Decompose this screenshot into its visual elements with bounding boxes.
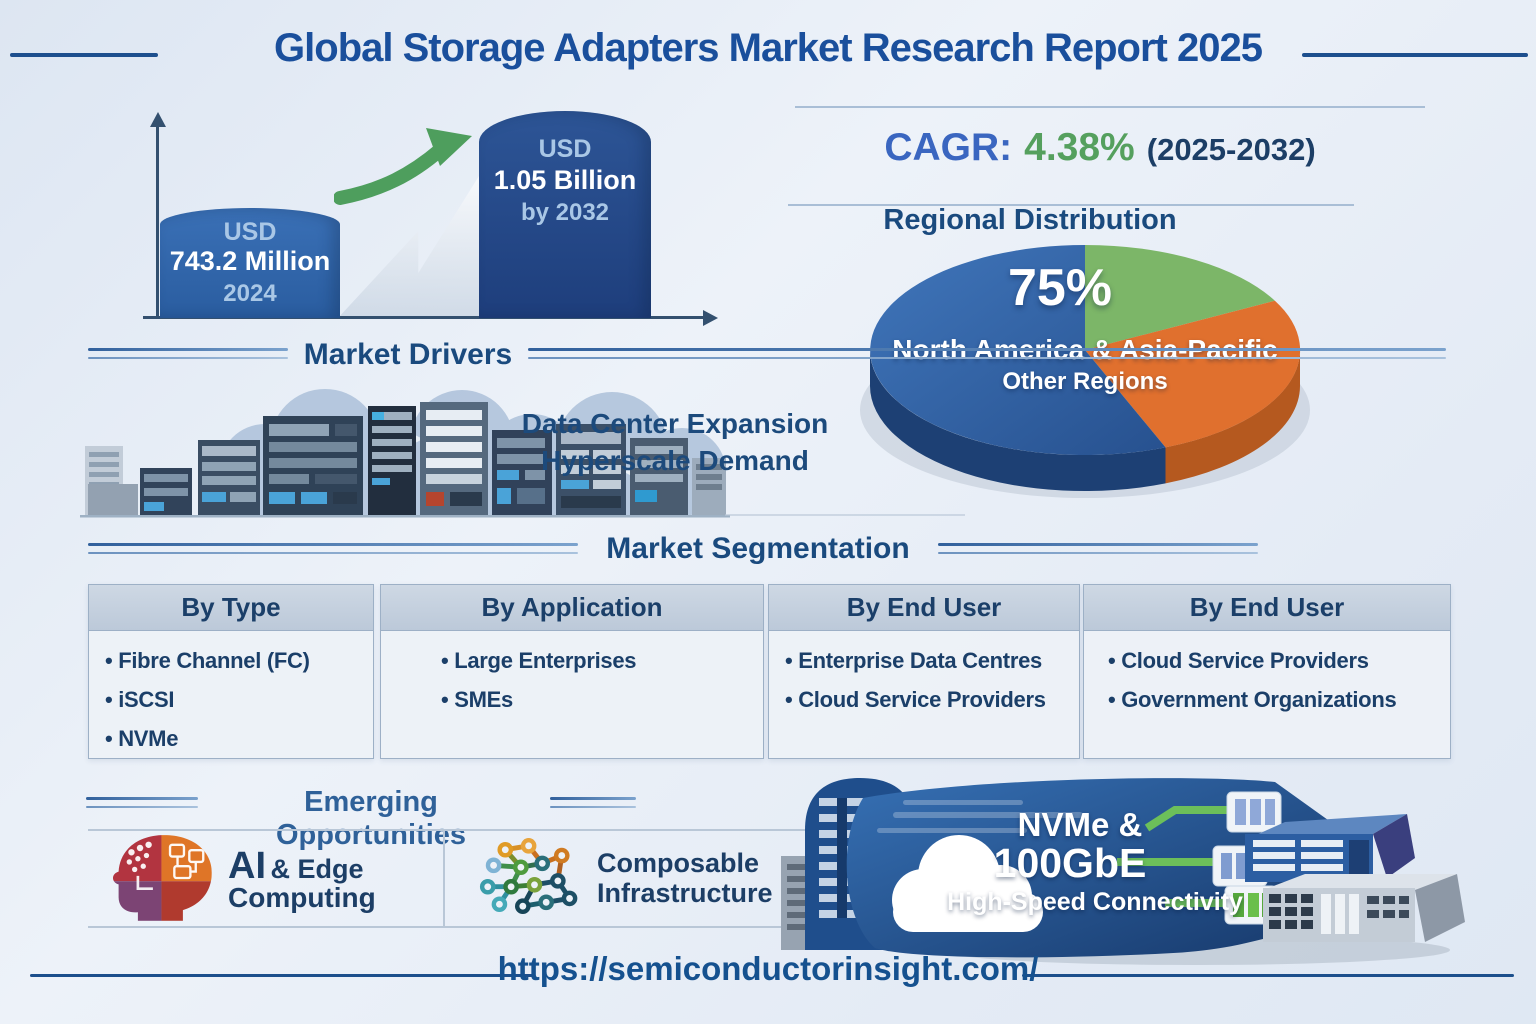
cagr-row: CAGR: 4.38% (2025-2032) (800, 126, 1400, 170)
title-rule-right (1302, 53, 1528, 57)
connector-lines (1117, 806, 1227, 907)
cloud-icon (892, 835, 1043, 932)
segmentation-rule-left2 (88, 552, 578, 554)
opportunities-rule-left2 (86, 806, 198, 808)
x-axis-line (143, 316, 705, 319)
pie-secondary-label: Other Regions (1002, 368, 1168, 395)
segment-item: Cloud Service Providers (1108, 641, 1450, 680)
growth-arrow-icon (334, 128, 472, 205)
opportunity-cell-divider (443, 829, 445, 928)
segment-column-enduser2-list: Cloud Service Providers Government Organ… (1084, 641, 1450, 719)
x-axis-arrow-icon (703, 310, 718, 326)
opportunities-rule-right (550, 797, 636, 800)
composable-network-icon (479, 838, 578, 915)
opportunity-row-top-line (88, 829, 823, 831)
y-axis-line (156, 126, 159, 318)
bar-2024: USD 743.2 Million 2024 (160, 208, 340, 318)
drivers-rule-left (88, 348, 288, 351)
ai-head-icon (112, 835, 212, 921)
opportunity-ai-rest: & Edge (270, 854, 364, 884)
segment-item: Cloud Service Providers (785, 680, 1079, 719)
cagr-label: CAGR: (884, 126, 1013, 169)
bar-2032-value: 1.05 Billion (493, 165, 637, 195)
segment-item: Fibre Channel (FC) (105, 641, 373, 680)
segment-column-application-list: Large Enterprises SMEs (381, 641, 763, 719)
segmentation-rule-right2 (938, 552, 1258, 554)
bar-2032-currency: USD (538, 135, 592, 163)
opportunities-rule-right2 (550, 806, 636, 808)
bar-2032-year: by 2032 (520, 199, 610, 226)
segment-item: Large Enterprises (441, 641, 763, 680)
segment-column-type-list: Fibre Channel (FC) iSCSI NVMe (89, 641, 373, 758)
adapter-card-icon (1226, 791, 1282, 833)
segmentation-rule-right (938, 543, 1258, 546)
drivers-title: Market Drivers (303, 338, 513, 371)
cagr-value: 4.38% (1024, 126, 1135, 169)
segment-column-enduser-2: By End User Cloud Service Providers Gove… (1083, 584, 1451, 759)
opportunity-ai-label: AI & Edge (228, 845, 363, 888)
bar-2024-value: 743.2 Million (169, 246, 331, 276)
datacenter-illustration (80, 389, 730, 518)
segment-item: Government Organizations (1108, 680, 1450, 719)
driver-item-1: Data Center Expansion (521, 408, 829, 439)
drivers-rule-left2 (88, 357, 288, 359)
banner-line2: 100GbE (993, 840, 1147, 886)
cagr-period: (2025-2032) (1146, 132, 1316, 167)
segment-column-enduser-1: By End User Enterprise Data Centres Clou… (768, 584, 1080, 759)
cagr-rule-top (795, 106, 1425, 108)
opportunity-composable-line1: Composable (597, 848, 760, 878)
bar-2024-year: 2024 (223, 280, 277, 307)
page-title: Global Storage Adapters Market Research … (274, 26, 1263, 70)
pie-share-label: 75% (1007, 259, 1113, 317)
regional-title: Regional Distribution (883, 204, 1177, 236)
nvme-banner-illustration (781, 778, 1465, 965)
opportunity-ai-line2: Computing (228, 882, 376, 913)
segment-column-application-header: By Application (381, 585, 763, 631)
opportunity-row-bottom-line (88, 926, 823, 928)
server-icon (1263, 874, 1465, 942)
cagr-rule-bottom (788, 204, 1354, 206)
opportunities-rule-left (86, 797, 198, 800)
banner-line1: NVMe & (1017, 806, 1143, 843)
segment-column-enduser2-header: By End User (1084, 585, 1450, 631)
segment-item: SMEs (441, 680, 763, 719)
segment-column-type-header: By Type (89, 585, 373, 631)
y-axis-arrow-icon (150, 112, 166, 127)
footer-rule-left (30, 974, 535, 977)
segment-column-enduser1-list: Enterprise Data Centres Cloud Service Pr… (769, 641, 1079, 719)
footer-rule-right (1022, 974, 1514, 977)
banner-line3: High-Speed Connectivity (947, 888, 1243, 916)
server-icon (1245, 814, 1415, 882)
drivers-rule-right (528, 348, 1446, 351)
bar-2024-currency: USD (223, 218, 277, 246)
segment-item: NVMe (105, 719, 373, 758)
ground-line-extension (725, 514, 965, 516)
driver-item-2: Hyperscale Demand (541, 445, 809, 476)
segment-item: Enterprise Data Centres (785, 641, 1079, 680)
opportunity-composable-line2: Infrastructure (597, 878, 773, 908)
bar-2032: USD 1.05 Billion by 2032 (479, 111, 651, 318)
segment-column-application: By Application Large Enterprises SMEs (380, 584, 764, 759)
segment-column-type: By Type Fibre Channel (FC) iSCSI NVMe (88, 584, 374, 759)
title-rule-left (10, 53, 158, 57)
drivers-rule-right2 (528, 357, 1446, 359)
segmentation-title: Market Segmentation (606, 532, 910, 565)
opportunities-title: Emerging Opportunities (275, 786, 467, 851)
segment-item: iSCSI (105, 680, 373, 719)
footer-url[interactable]: https://semiconductorinsight.com/ (497, 950, 1039, 987)
segment-column-enduser1-header: By End User (769, 585, 1079, 631)
opportunity-ai-big: AI (228, 845, 266, 887)
segmentation-rule-left (88, 543, 578, 546)
